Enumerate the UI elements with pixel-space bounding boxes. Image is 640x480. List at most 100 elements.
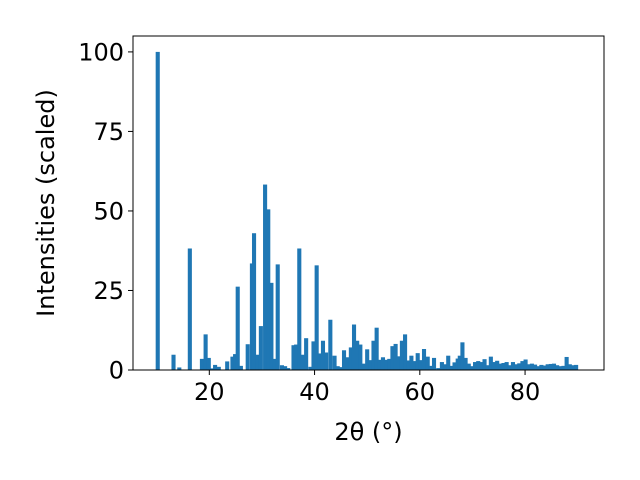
bar-63: [406, 360, 411, 370]
bar-15: [245, 344, 250, 370]
bar-79: [457, 355, 462, 370]
bar-26: [283, 366, 288, 370]
x-tick-label: 40: [299, 378, 330, 406]
bar-64: [409, 355, 414, 370]
bar-97: [514, 364, 519, 370]
bar-86: [479, 362, 484, 370]
bar-23: [272, 358, 277, 370]
bar-61: [399, 340, 404, 370]
bar-25: [279, 365, 284, 370]
x-tick-label: 80: [510, 378, 541, 406]
bar-87: [482, 359, 487, 370]
y-axis-ticks: 0 25 50 75 100: [78, 38, 133, 385]
bar-3: [187, 248, 192, 370]
bar-43: [341, 350, 347, 370]
bar-74: [443, 364, 448, 370]
bar-67: [418, 360, 423, 370]
x-axis-label: 2θ (°): [334, 418, 402, 446]
x-tick-label: 60: [405, 378, 436, 406]
bar-84: [473, 362, 478, 370]
bar-0: [155, 51, 160, 371]
bar-80: [460, 342, 465, 370]
bar-57: [387, 358, 392, 370]
bar-73: [439, 362, 444, 370]
bar-39: [328, 319, 333, 370]
bar-94: [504, 362, 509, 370]
y-tick-label: 100: [78, 38, 124, 66]
bar-55: [380, 357, 386, 370]
bar-65: [412, 361, 417, 370]
bar-44: [345, 357, 350, 370]
bar-30: [297, 248, 302, 370]
bar-49: [361, 363, 367, 370]
bar-45: [348, 347, 353, 370]
bar-96: [510, 362, 516, 370]
bar-77: [452, 362, 457, 370]
bar-108: [548, 363, 553, 370]
bar-78: [455, 358, 460, 370]
bar-32: [304, 338, 309, 370]
bars-group: [155, 51, 579, 371]
bar-103: [533, 364, 538, 370]
bar-62: [403, 334, 408, 370]
bar-12: [233, 354, 238, 370]
bar-40: [332, 355, 337, 370]
y-tick-label: 25: [93, 277, 124, 305]
bar-95: [507, 365, 512, 370]
bar-111: [558, 366, 563, 370]
plot-frame: [132, 35, 605, 371]
bar-18: [255, 354, 260, 370]
bar-31: [300, 354, 305, 370]
bar-33: [308, 366, 313, 370]
bar-1: [171, 354, 176, 370]
bar-53: [374, 327, 379, 370]
bar-70: [428, 365, 433, 370]
bar-14: [238, 365, 243, 370]
bar-91: [495, 360, 500, 370]
bar-107: [545, 364, 550, 370]
bar-69: [425, 356, 430, 370]
bar-4: [199, 358, 204, 370]
bar-76: [449, 365, 454, 370]
bar-48: [358, 344, 363, 370]
bar-11: [230, 356, 235, 370]
bar-110: [555, 365, 560, 370]
bar-58: [390, 346, 395, 370]
bar-59: [393, 343, 398, 370]
bar-52: [371, 340, 376, 370]
bar-83: [469, 366, 474, 370]
bar-101: [526, 364, 531, 370]
bar-28: [291, 345, 296, 370]
bar-72: [436, 368, 441, 370]
bar-41: [335, 366, 340, 370]
x-axis-ticks: 20 40 60 80: [194, 370, 540, 406]
bar-85: [476, 361, 481, 370]
bar-102: [529, 363, 534, 370]
bar-93: [501, 363, 506, 370]
bar-116: [574, 364, 579, 370]
bar-42: [338, 367, 343, 370]
bar-68: [421, 349, 427, 370]
bar-104: [536, 366, 541, 370]
bar-20: [263, 184, 268, 370]
bar-51: [368, 360, 373, 370]
bar-88: [485, 365, 490, 370]
bar-21: [266, 209, 271, 370]
y-axis-label: Intensities (scaled): [32, 89, 60, 317]
bar-99: [520, 361, 525, 370]
bar-112: [561, 365, 566, 370]
bar-24: [275, 264, 280, 370]
bar-113: [564, 356, 569, 370]
bar-71: [431, 357, 437, 370]
bar-98: [517, 363, 522, 370]
bar-109: [551, 363, 557, 370]
bar-10: [225, 361, 230, 370]
bar-7: [209, 368, 214, 370]
bar-60: [396, 356, 401, 370]
bar-54: [377, 359, 382, 370]
bar-5: [203, 334, 208, 370]
bar-106: [542, 365, 547, 370]
bar-22: [269, 282, 274, 370]
bar-115: [570, 365, 575, 370]
y-tick-label: 0: [109, 357, 124, 385]
